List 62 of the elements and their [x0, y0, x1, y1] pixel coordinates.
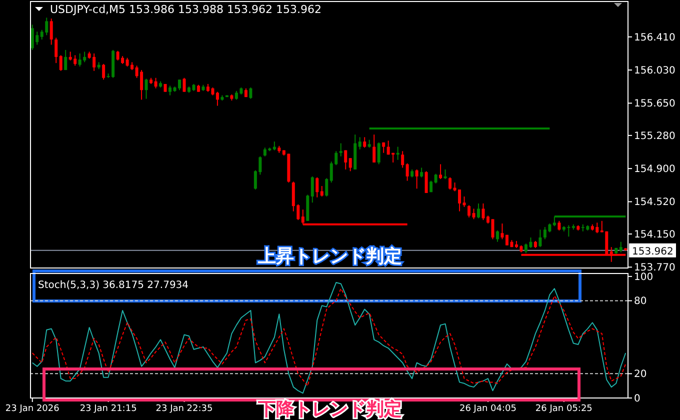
candlestick — [619, 241, 622, 253]
candlestick — [558, 220, 561, 231]
x-tick-label: 23 Jan 2026 — [5, 404, 60, 414]
candlestick — [415, 168, 418, 190]
candlestick — [372, 134, 376, 163]
candlestick — [462, 196, 466, 208]
text: Stoch(5,3,3) 36.8175 27.7934 — [38, 280, 189, 291]
annotation: 上昇トレンド判定 — [257, 246, 402, 267]
candlestick — [538, 229, 542, 248]
y-tick-label: 154.520 — [634, 197, 676, 208]
candlestick — [468, 204, 471, 218]
candlestick — [325, 178, 328, 197]
candlestick — [500, 223, 504, 240]
candlestick — [168, 85, 172, 96]
candlestick — [344, 150, 348, 170]
candlestick — [496, 230, 499, 242]
y-tick-label: 100 — [634, 272, 654, 283]
candlestick — [59, 54, 62, 72]
candlestick — [50, 18, 53, 46]
candlestick — [439, 164, 442, 180]
candlestick — [182, 77, 186, 92]
text: 下降トレンド判定 — [257, 399, 402, 420]
candlestick — [154, 77, 158, 89]
candlestick — [316, 176, 319, 198]
candlestick — [216, 91, 219, 106]
x-tick-label: 26 Jan 04:05 — [460, 404, 516, 414]
candlestick — [363, 136, 366, 148]
candlestick — [472, 208, 476, 220]
candlestick — [358, 136, 362, 150]
y-tick-label: 0 — [634, 394, 640, 404]
candlestick — [310, 176, 314, 204]
x-tick-label: 23 Jan 22:35 — [156, 404, 213, 414]
y-tick-label: 154.150 — [634, 229, 676, 240]
candlestick — [249, 86, 252, 100]
candlestick — [424, 170, 428, 194]
x-tick-label: 23 Jan 21:15 — [80, 404, 137, 414]
candlestick — [348, 158, 352, 172]
y-tick-label: 20 — [634, 369, 647, 380]
candlestick — [448, 176, 452, 190]
candlestick — [64, 49, 68, 71]
candlestick — [477, 202, 480, 219]
candlestick — [54, 37, 58, 64]
y-tick-label: 155.280 — [634, 130, 676, 142]
candlestick — [144, 78, 148, 100]
y-tick-label: 80 — [634, 296, 647, 308]
chart-title: USDJPY-cd,M5 153.986 153.988 153.962 153.962 — [50, 3, 322, 16]
candlestick — [339, 142, 342, 157]
candlestick — [482, 202, 485, 221]
candlestick — [420, 167, 424, 178]
y-tick-label: 156.030 — [634, 66, 676, 77]
y-tick-label: 153.770 — [634, 262, 676, 274]
candlestick — [377, 142, 380, 165]
candlestick — [320, 186, 324, 197]
ref-line-label: 153.962 — [632, 246, 674, 258]
candlestick — [401, 150, 404, 168]
candlestick — [406, 162, 409, 182]
y-tick-label: 155.650 — [634, 98, 676, 110]
candlestick — [434, 173, 438, 184]
candlestick — [102, 63, 106, 80]
y-tick-label: 156.410 — [634, 32, 676, 44]
y-tick-label: 154.900 — [634, 164, 676, 176]
x-tick-label: 26 Jan 05:25 — [535, 404, 592, 414]
